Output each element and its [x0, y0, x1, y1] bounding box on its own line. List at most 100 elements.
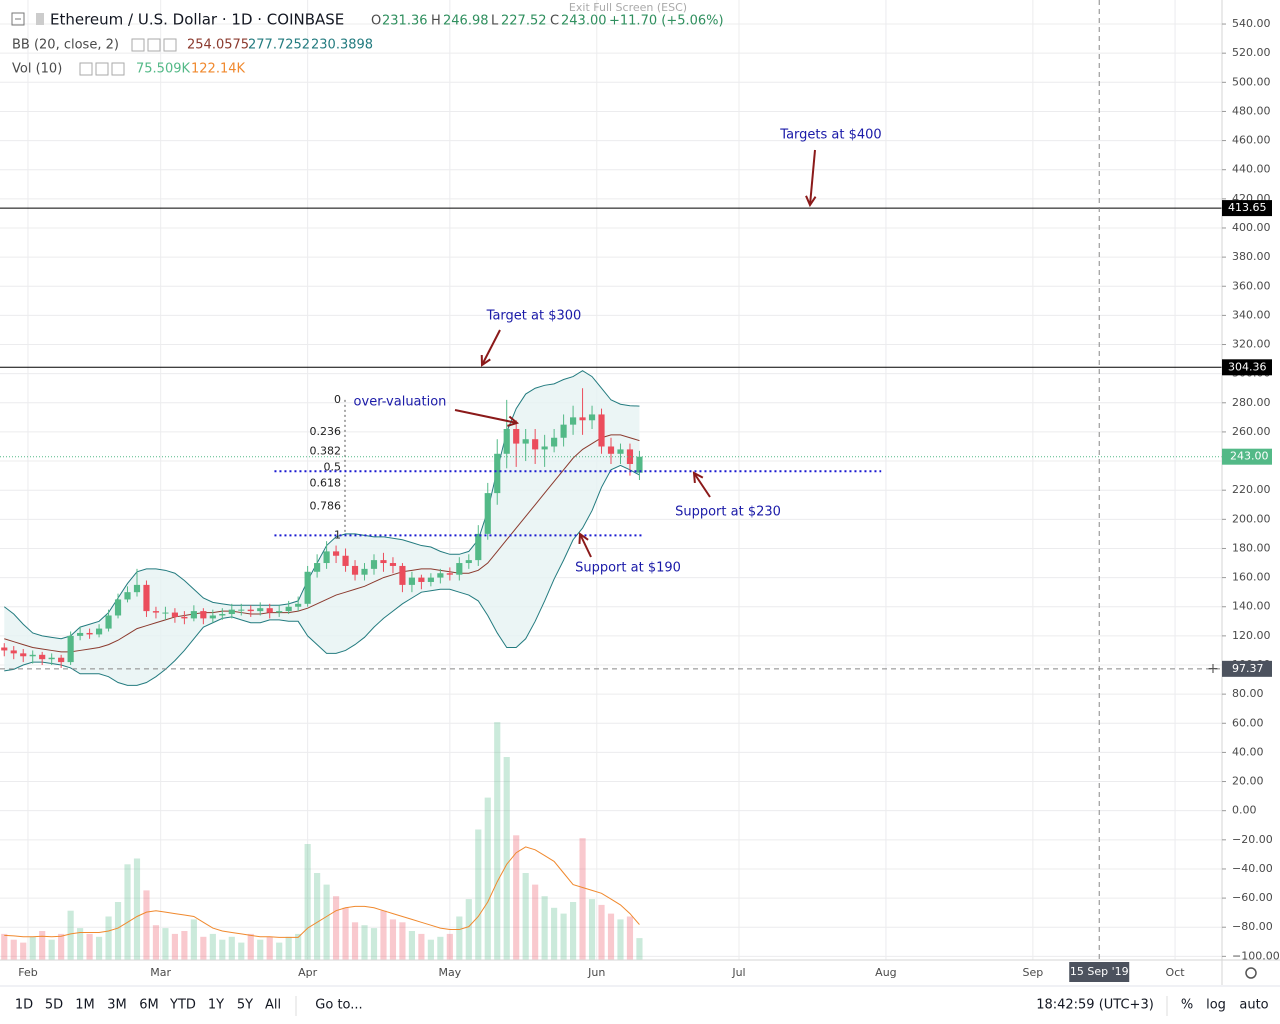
ohlc-key: C [550, 14, 559, 29]
annotation-arrowhead [578, 532, 589, 545]
candle-body [532, 439, 539, 450]
candle-body [541, 446, 548, 450]
volume-bar [86, 933, 93, 960]
y-tick-label: 460.00 [1232, 134, 1271, 147]
annotation-arrow [454, 409, 518, 424]
indicator-remove[interactable] [111, 62, 125, 76]
range-button[interactable]: 3M [107, 998, 127, 1013]
candle-body [332, 551, 340, 556]
y-tick-label: 540.00 [1232, 17, 1271, 30]
annotation-text: Support at $190 [575, 561, 681, 576]
settings-icon[interactable] [1245, 967, 1257, 979]
annotation-arrow [481, 329, 501, 366]
volume-bar [257, 939, 264, 960]
candle-body [67, 635, 74, 663]
candle-body [209, 615, 216, 619]
volume-bar [314, 873, 321, 960]
volume-bar [276, 942, 283, 960]
indicator-label[interactable]: BB (20, close, 2) [12, 38, 119, 53]
exit-fullscreen[interactable]: Exit Full Screen (ESC) [569, 1, 687, 14]
x-tick-label: Apr [298, 966, 318, 979]
candle-body [607, 446, 615, 454]
bottom-toolbar: Go to... 18:42:59 (UTC+3) % log auto 1D 5… [15, 996, 1269, 1016]
x-tick-label: Sep [1023, 966, 1044, 979]
indicator-label[interactable]: Vol (10) [12, 62, 62, 77]
volume-bar [190, 919, 197, 960]
collapse-icon[interactable] [11, 12, 25, 26]
volume-bar [152, 925, 160, 960]
annotation-arrow [693, 472, 711, 498]
axes: 540.00520.00500.00480.00460.00440.00420.… [18, 17, 1280, 982]
y-tick-label: 80.00 [1232, 687, 1264, 700]
candle-body [456, 563, 463, 575]
annotation-text: Target at $300 [486, 309, 582, 324]
percent-toggle[interactable]: % [1181, 998, 1193, 1013]
range-button[interactable]: YTD [169, 998, 196, 1013]
volume-bar [513, 835, 520, 960]
range-button[interactable]: 5Y [237, 998, 253, 1013]
y-tick-label: 520.00 [1232, 46, 1271, 59]
volume-bar [389, 919, 397, 960]
candle-body [10, 650, 17, 654]
price-label-box [1222, 200, 1272, 217]
volume-bar [114, 902, 122, 960]
candle-body [29, 654, 36, 657]
y-tick-label: 180.00 [1232, 541, 1271, 554]
candle-body [617, 449, 624, 454]
x-tick-label: Jun [587, 966, 605, 979]
range-button[interactable]: All [265, 998, 281, 1013]
log-toggle[interactable]: log [1206, 998, 1226, 1013]
range-button[interactable]: 1M [75, 998, 95, 1013]
volume-bar [607, 913, 615, 960]
ohlc-value: 231.36 [382, 14, 428, 29]
volume-bar [304, 844, 311, 960]
volume-bar [181, 931, 188, 960]
indicator-eye[interactable] [79, 62, 93, 76]
indicator-settings[interactable] [147, 38, 161, 52]
candle-body [465, 560, 472, 564]
candle-body [124, 592, 131, 600]
range-button[interactable]: 6M [139, 998, 159, 1013]
candle-body [285, 606, 292, 612]
symbol-title[interactable]: Ethereum / U.S. Dollar · 1D · COINBASE [50, 11, 344, 29]
indicator-remove[interactable] [163, 38, 177, 52]
candle-body [399, 565, 406, 585]
x-tick-label: Aug [875, 966, 896, 979]
fib-label: 0.786 [310, 499, 342, 512]
candle-body [266, 608, 273, 613]
indicator-settings[interactable] [95, 62, 109, 76]
range-button[interactable]: 1Y [208, 998, 224, 1013]
volume-bar [29, 936, 36, 960]
volume-bar [522, 873, 529, 960]
goto-button[interactable]: Go to... [315, 998, 362, 1013]
candle-body [475, 533, 482, 561]
y-tick-label: −80.00 [1232, 920, 1273, 933]
volume-bar [475, 829, 482, 960]
volume-bar [228, 936, 235, 960]
volume-bar [427, 939, 434, 960]
y-tick-label: −100.00 [1232, 949, 1280, 962]
candle-body [152, 611, 160, 613]
candle-body [427, 577, 434, 582]
volume-bar [124, 864, 131, 960]
symbol-icon [36, 13, 44, 25]
x-tick-label: May [438, 966, 461, 979]
crosshair-plus: + [1207, 661, 1219, 677]
volume-bar [200, 936, 207, 960]
crosshair-time-box [1069, 962, 1130, 982]
x-tick-label: Oct [1166, 966, 1186, 979]
price-label: 304.36 [1228, 360, 1267, 373]
indicator-value: 254.0575 [187, 38, 249, 53]
range-button[interactable]: 5D [45, 998, 63, 1013]
y-tick-label: 360.00 [1232, 279, 1271, 292]
y-tick-label: 380.00 [1232, 250, 1271, 263]
candle-body [494, 453, 501, 494]
y-tick-label: 140.00 [1232, 600, 1271, 613]
indicator-eye[interactable] [131, 38, 145, 52]
y-tick-label: −20.00 [1232, 833, 1273, 846]
range-button[interactable]: 1D [15, 998, 33, 1013]
auto-toggle[interactable]: auto [1239, 998, 1268, 1013]
volume-bar [10, 939, 17, 960]
clock[interactable]: 18:42:59 (UTC+3) [1036, 998, 1154, 1013]
